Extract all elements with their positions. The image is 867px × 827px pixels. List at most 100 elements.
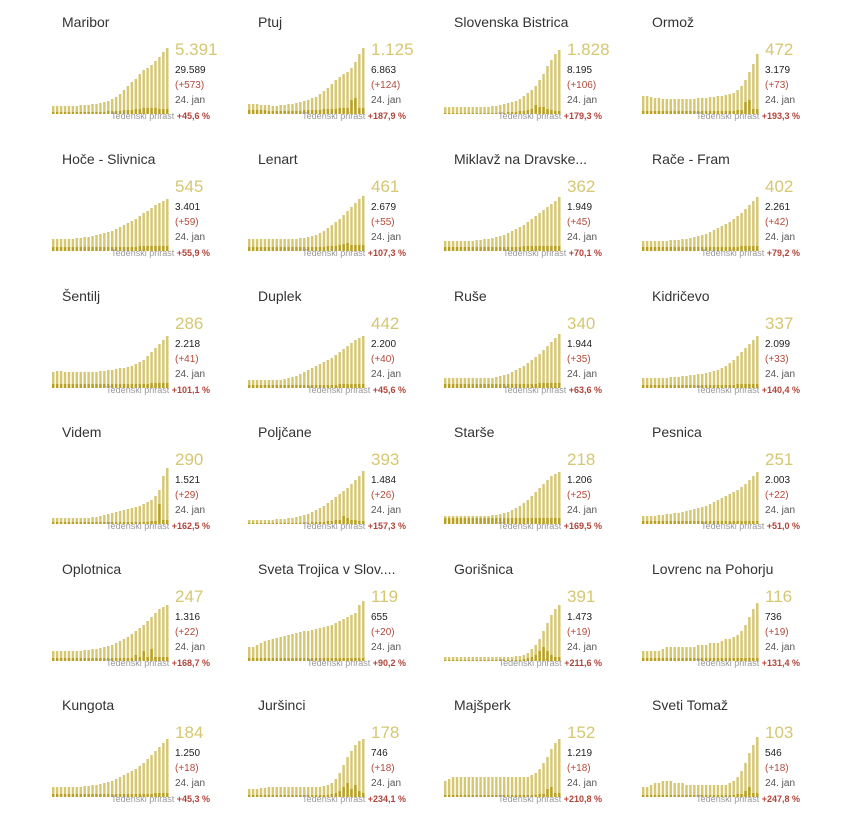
bar-new	[291, 523, 294, 524]
bar-total	[744, 763, 747, 797]
sparkline-chart	[52, 336, 169, 388]
bar-total	[275, 380, 278, 388]
bar-total	[451, 378, 455, 388]
daily-delta-value: (+22)	[175, 627, 199, 638]
bar-new	[103, 794, 106, 797]
bar-new	[455, 518, 459, 524]
bar-new	[334, 385, 337, 388]
bar-new	[728, 658, 731, 661]
bar-new	[107, 384, 110, 388]
bar-total	[697, 98, 700, 114]
bar-new	[554, 793, 557, 797]
bar-total	[499, 376, 502, 388]
bar-new	[455, 113, 459, 114]
bar-new	[338, 791, 341, 797]
bar-new	[142, 651, 145, 661]
bar-total	[538, 769, 541, 797]
sparkline-chart	[444, 197, 561, 251]
municipality-card-lenart: Lenart 461 2.679 (+55) 24. jan Tedenski prira…	[248, 145, 448, 275]
bar-total	[346, 211, 349, 251]
bar-total	[71, 651, 75, 661]
bar-total	[756, 336, 759, 388]
bar-new	[287, 385, 290, 388]
bar-new	[689, 247, 692, 251]
bar-total	[693, 785, 696, 797]
bar-total	[526, 500, 530, 524]
bar-total	[91, 517, 94, 524]
bar-new	[542, 383, 545, 388]
bar-new	[350, 520, 353, 524]
weekly-growth: Tedenski prirast +210,8 %	[498, 794, 602, 804]
bar-total	[248, 647, 251, 661]
bar-total	[158, 609, 161, 661]
bar-total	[716, 500, 720, 524]
bar-total	[248, 104, 251, 114]
weekly-growth: Tedenski prirast +79,2 %	[701, 248, 800, 258]
bar-new	[518, 518, 522, 524]
bar-total	[255, 239, 259, 251]
bar-total	[546, 480, 549, 524]
bar-new	[166, 383, 169, 388]
bar-new	[63, 112, 67, 114]
bar-total	[514, 229, 518, 251]
bar-total	[146, 68, 149, 114]
bar-new	[59, 658, 63, 661]
municipality-name: Kidričevo	[652, 288, 710, 304]
bar-new	[95, 522, 98, 524]
bar-new	[162, 657, 165, 661]
bar-new	[475, 384, 478, 388]
bar-total	[459, 657, 463, 661]
weekly-growth-label: Tedenski prirast	[696, 658, 760, 668]
bar-total	[310, 787, 314, 797]
bar-total	[479, 378, 482, 388]
bar-total	[499, 236, 502, 251]
bar-total	[314, 366, 318, 388]
bar-new	[685, 795, 688, 797]
bar-total	[126, 509, 130, 524]
bar-total	[503, 657, 506, 661]
bar-total	[158, 747, 161, 797]
bar-total	[534, 645, 537, 661]
bar-total	[451, 241, 455, 251]
bar-new	[538, 107, 541, 114]
bar-new	[111, 794, 114, 797]
bar-total	[330, 783, 334, 797]
sparkline-chart	[642, 54, 759, 114]
bar-new	[693, 385, 696, 388]
bar-total	[71, 106, 75, 114]
bar-new	[114, 522, 118, 524]
bar-total	[554, 609, 557, 661]
bar-new	[310, 795, 314, 797]
bar-new	[518, 247, 522, 251]
bar-total	[724, 639, 728, 661]
bar-total	[279, 105, 282, 114]
bar-total	[342, 619, 345, 661]
bar-total	[263, 105, 267, 114]
bar-total	[522, 225, 526, 251]
bar-new	[287, 795, 290, 797]
bar-total	[681, 783, 684, 797]
bar-total	[546, 757, 549, 797]
active-cases-value: 1.125	[371, 40, 414, 59]
bar-total	[307, 631, 310, 661]
bar-total	[338, 352, 341, 388]
bar-new	[483, 795, 486, 797]
bar-total	[499, 105, 502, 114]
bar-new	[756, 246, 759, 251]
active-cases-value: 391	[567, 587, 596, 606]
bar-new	[91, 384, 94, 388]
bar-new	[716, 658, 720, 661]
bar-total	[287, 518, 290, 524]
bar-new	[267, 111, 271, 114]
bar-total	[59, 518, 63, 524]
bar-total	[487, 239, 490, 251]
date-label: 24. jan	[567, 778, 598, 789]
weekly-growth-value: +179,3 %	[563, 111, 602, 121]
bar-total	[716, 370, 720, 388]
bar-total	[158, 344, 161, 388]
bar-new	[326, 795, 330, 797]
bar-new	[303, 110, 306, 114]
bar-new	[318, 795, 322, 797]
bar-total	[522, 777, 526, 797]
bar-total	[677, 647, 680, 661]
